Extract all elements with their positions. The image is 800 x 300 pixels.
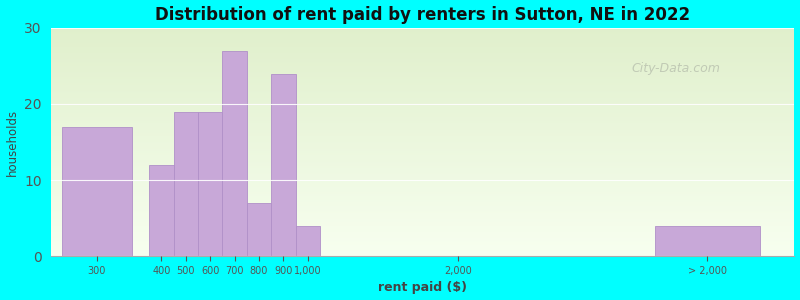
Y-axis label: households: households <box>6 109 18 176</box>
Bar <box>655 226 759 256</box>
Text: City-Data.com: City-Data.com <box>631 62 720 76</box>
Bar <box>198 112 222 256</box>
Title: Distribution of rent paid by renters in Sutton, NE in 2022: Distribution of rent paid by renters in … <box>155 6 690 24</box>
Bar <box>246 203 271 256</box>
X-axis label: rent paid ($): rent paid ($) <box>378 281 467 294</box>
Bar <box>296 226 320 256</box>
Bar <box>271 74 296 256</box>
Bar <box>149 165 174 256</box>
Bar <box>174 112 198 256</box>
Bar <box>222 51 246 256</box>
Bar <box>62 127 132 256</box>
